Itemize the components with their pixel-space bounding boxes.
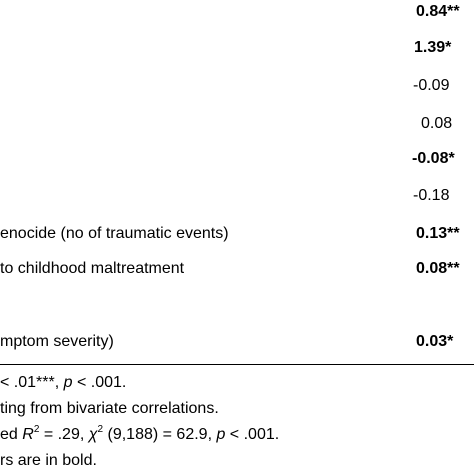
note-text: < .01***,	[0, 374, 64, 391]
coefficient-value: 1.39*	[414, 39, 452, 56]
note-text: = .29,	[39, 426, 89, 443]
note-chi: χ	[88, 426, 98, 443]
note-superscript: 2	[97, 424, 104, 435]
coefficient-value: 0.08**	[416, 260, 460, 277]
coefficient-value: 0.13**	[416, 225, 460, 242]
note-text: (9,188) = 62.9,	[103, 426, 217, 443]
predictor-label: to childhood maltreatment	[0, 260, 185, 277]
note-p: p	[216, 426, 226, 443]
coefficient-value: 0.84**	[416, 3, 460, 20]
coefficient-value: -0.18	[413, 187, 450, 204]
note-text: < .001.	[72, 374, 127, 391]
note-text: ed	[0, 426, 23, 443]
coefficient-value: 0.03*	[416, 333, 454, 350]
table-bottom-rule	[0, 364, 474, 365]
coefficient-value: -0.08*	[412, 150, 455, 167]
table-note-significance: < .01***, p < .001.	[0, 374, 126, 392]
table-note-bivariate: ting from bivariate correlations.	[0, 400, 219, 417]
note-p: p	[63, 374, 73, 391]
table-note-model-fit: ed R2 = .29, χ2 (9,188) = 62.9, p < .001…	[0, 424, 280, 444]
note-text: < .001.	[225, 426, 280, 443]
note-r: R	[22, 426, 34, 443]
predictor-label: enocide (no of traumatic events)	[0, 225, 229, 242]
coefficient-value: -0.09	[413, 77, 450, 94]
predictor-label: mptom severity)	[0, 333, 114, 350]
table-note-bold: rs are in bold.	[0, 452, 97, 469]
note-superscript: 2	[33, 424, 40, 435]
coefficient-value: 0.08	[421, 115, 453, 132]
